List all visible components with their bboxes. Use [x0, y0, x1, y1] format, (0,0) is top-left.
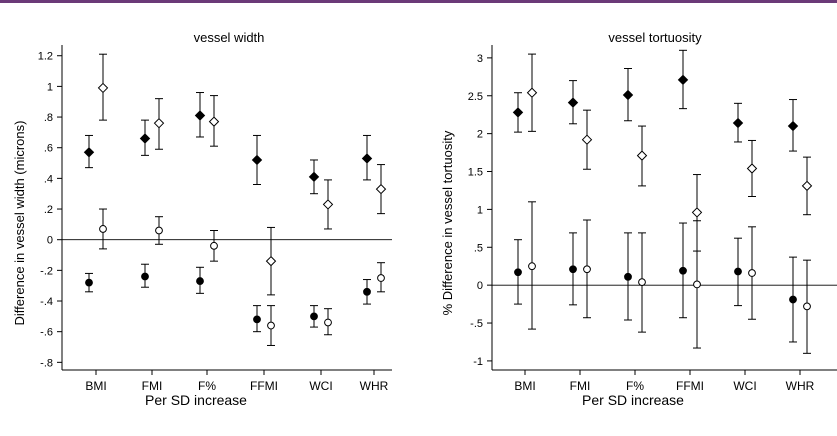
y-tick-label: 2.5	[468, 91, 483, 103]
circle-marker	[363, 287, 371, 296]
x-axis-label: Per SD increase	[145, 392, 247, 408]
x-tick-label: F%	[198, 379, 216, 393]
circle-marker	[583, 265, 591, 274]
x-tick-label: BMI	[85, 379, 106, 393]
circle-marker	[514, 268, 522, 277]
x-tick-label: FMI	[142, 379, 163, 393]
circle-marker	[734, 267, 742, 276]
circle-marker	[99, 225, 107, 233]
diamond-marker	[322, 199, 334, 210]
diamond-marker	[622, 89, 634, 101]
x-tick-label: WHR	[360, 379, 389, 393]
circle-marker	[377, 274, 385, 282]
chart-title: vessel width	[194, 30, 265, 45]
diamond-marker	[375, 183, 387, 195]
circle-marker	[267, 321, 275, 330]
y-axis-label: % Difference in vessel tortuosity	[440, 130, 455, 315]
circle-marker	[693, 280, 701, 289]
diamond-marker	[732, 117, 744, 129]
diamond-marker	[746, 163, 758, 174]
y-tick-label: .6	[44, 143, 53, 155]
circle-marker	[624, 272, 632, 281]
diamond-marker	[97, 82, 109, 94]
y-tick-label: .5	[474, 242, 483, 254]
circle-marker	[253, 315, 261, 324]
circle-marker	[155, 226, 163, 235]
circle-marker	[789, 295, 797, 304]
y-tick-label: 2	[477, 129, 483, 141]
circle-marker	[569, 265, 577, 274]
x-tick-label: WCI	[309, 379, 332, 393]
panel-vessel-width: vessel width Per SD increase Difference …	[12, 30, 392, 408]
x-tick-label: F%	[626, 379, 644, 393]
y-tick-label: .2	[44, 204, 53, 216]
circle-marker	[528, 262, 536, 271]
y-tick-label: .4	[44, 173, 53, 185]
diamond-marker	[139, 133, 151, 144]
diamond-marker	[361, 153, 373, 164]
diamond-marker	[526, 87, 538, 98]
y-tick-label: .8	[44, 112, 53, 124]
x-axis-label: Per SD increase	[582, 392, 684, 408]
diamond-marker	[265, 255, 277, 267]
circle-marker	[324, 318, 332, 327]
x-tick-label: FFMI	[676, 379, 704, 393]
diamond-marker	[567, 97, 579, 108]
y-tick-label: -1	[473, 356, 483, 368]
diamond-marker	[801, 180, 813, 192]
x-tick-label: WHR	[786, 379, 815, 393]
diamond-marker	[83, 147, 95, 158]
diamond-marker	[691, 207, 703, 218]
diamond-marker	[308, 171, 320, 183]
circle-marker	[748, 269, 756, 277]
y-tick-label: 1.2	[38, 51, 53, 63]
diamond-marker	[677, 74, 689, 86]
y-tick-label: -.6	[40, 327, 53, 339]
diamond-marker	[636, 150, 648, 161]
y-tick-label: 0	[477, 280, 483, 292]
circle-marker	[196, 277, 204, 285]
y-tick-label: 1.5	[468, 167, 483, 179]
diamond-marker	[581, 134, 593, 145]
panel-vessel-tortuosity: vessel tortuosity Per SD increase % Diff…	[440, 30, 837, 408]
x-tick-label: FFMI	[250, 379, 278, 393]
diamond-marker	[787, 120, 799, 132]
y-axis-label: Difference in vessel width (microns)	[12, 121, 27, 326]
x-tick-label: FMI	[570, 379, 591, 393]
top-accent-bar	[0, 0, 837, 3]
x-tick-label: BMI	[514, 379, 535, 393]
diamond-marker	[194, 110, 206, 121]
y-tick-label: -.2	[40, 265, 53, 277]
circle-marker	[210, 241, 218, 250]
circle-marker	[803, 302, 811, 311]
diamond-marker	[251, 154, 263, 166]
diamond-marker	[512, 107, 524, 118]
diamond-marker	[208, 116, 220, 127]
y-tick-label: 1	[47, 81, 53, 93]
y-tick-label: 3	[477, 53, 483, 65]
circle-marker	[638, 278, 646, 287]
circle-marker	[310, 312, 318, 321]
circle-marker	[679, 266, 687, 275]
x-tick-label: WCI	[733, 379, 756, 393]
circle-marker	[141, 272, 149, 281]
y-tick-label: 0	[47, 235, 53, 247]
diamond-marker	[153, 117, 165, 129]
y-tick-label: -.4	[40, 296, 53, 308]
chart-title: vessel tortuosity	[608, 30, 702, 45]
y-tick-label: -.5	[470, 318, 483, 330]
y-tick-label: -.8	[40, 357, 53, 369]
y-tick-label: 1	[477, 204, 483, 216]
circle-marker	[85, 278, 93, 287]
